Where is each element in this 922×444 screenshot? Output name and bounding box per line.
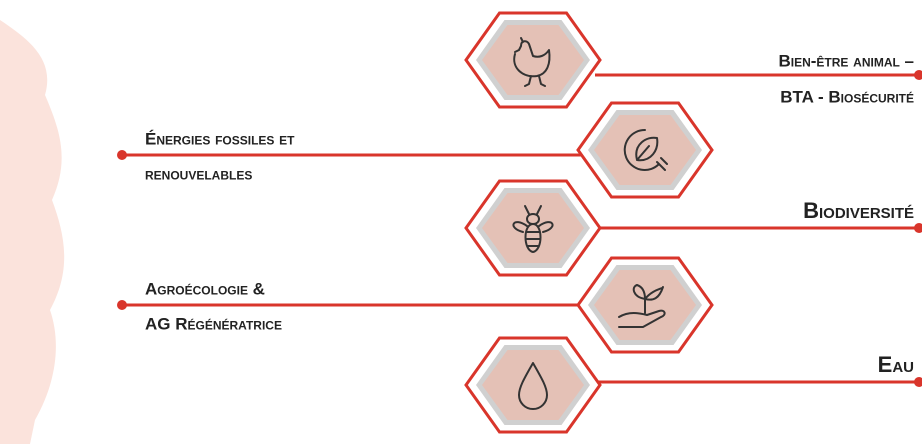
hexagon-inner	[482, 25, 584, 95]
topic-label: AG Régénératrice	[145, 314, 282, 333]
topic-label: Biodiversité	[803, 198, 914, 223]
icon	[513, 37, 551, 87]
icon	[623, 128, 668, 171]
hexagon-inner	[482, 193, 584, 263]
connector-dot	[117, 150, 127, 160]
connector-dot	[914, 377, 922, 387]
topic-label: BTA - Biosécurité	[780, 87, 914, 106]
connector-dot	[117, 300, 127, 310]
topic-label: Agroécologie &	[145, 279, 265, 298]
background-shape	[0, 20, 65, 444]
hexagon-inner	[482, 350, 584, 420]
connector-dot	[914, 223, 922, 233]
topic-label: Bien-être animal –	[778, 51, 914, 70]
icon	[512, 205, 554, 253]
connector-dot	[914, 70, 922, 80]
topic-label: Eau	[878, 352, 914, 377]
icon	[518, 362, 548, 410]
icon	[618, 284, 666, 328]
topic-label: renouvelables	[145, 164, 252, 183]
topic-label: Énergies fossiles et	[145, 129, 295, 148]
